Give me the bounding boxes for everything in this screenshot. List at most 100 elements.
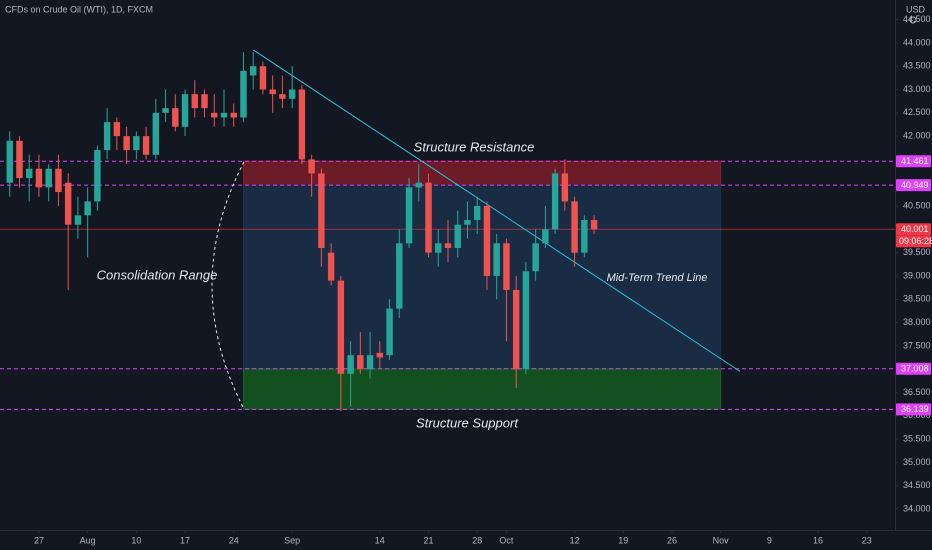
candle-body (347, 355, 354, 374)
annotation: Structure Support (416, 415, 519, 430)
y-tick-label: 36.500 (903, 387, 931, 397)
candle-body (425, 182, 432, 253)
candle-body (142, 136, 150, 155)
y-tick-label: 35.000 (903, 457, 931, 467)
candle-body (74, 215, 82, 225)
x-tick-label: 16 (813, 535, 823, 545)
candle-body (16, 140, 23, 179)
x-tick-label: 14 (375, 535, 385, 545)
last-price-box (896, 223, 931, 236)
y-tick-label: 34.500 (903, 480, 931, 490)
level-box (896, 155, 931, 168)
candle-body (94, 150, 101, 202)
candle-body (308, 159, 315, 174)
candle-body (532, 243, 539, 272)
x-tick-label: 21 (424, 535, 434, 545)
y-tick-label: 44.500 (903, 14, 931, 24)
candle-body (123, 136, 130, 151)
y-tick-label: 38.500 (903, 294, 931, 304)
range-arc (211, 161, 245, 410)
x-tick-label: Nov (713, 535, 730, 545)
candle-body (435, 243, 442, 253)
x-tick-label: 17 (180, 535, 190, 545)
candle-body (473, 206, 481, 221)
candle-body (337, 280, 345, 374)
candle-body (113, 122, 121, 137)
x-tick-label: 24 (229, 535, 239, 545)
annotation: Mid-Term Trend Line (607, 272, 708, 284)
candles (6, 52, 598, 412)
zones (242, 160, 722, 410)
candle-body (201, 94, 208, 109)
candle-body (279, 94, 286, 99)
candle-body (103, 122, 111, 151)
candle-body (357, 355, 364, 370)
y-tick-label: 44.000 (903, 37, 931, 47)
level-label: 37.008 (901, 364, 929, 374)
zone (242, 160, 722, 186)
countdown-label: 09:06:28 (899, 236, 932, 246)
candle-body (191, 94, 198, 109)
candle-body (259, 66, 267, 90)
candle-body (522, 271, 530, 370)
candle-body (220, 112, 228, 118)
currency-label: USD (906, 4, 926, 14)
x-tick-label: 26 (667, 535, 677, 545)
level-label: 36.139 (901, 404, 929, 414)
candle-body (454, 224, 461, 248)
candle-body (376, 352, 384, 358)
x-tick-label: 23 (862, 535, 872, 545)
candle-body (133, 136, 140, 151)
candle-body (181, 94, 189, 127)
settings-icon[interactable] (909, 16, 917, 24)
candle-body (493, 243, 500, 276)
candle-body (415, 182, 422, 188)
last-price-label: 40.001 (901, 224, 929, 234)
countdown-box (896, 235, 931, 248)
candle-body (571, 201, 578, 253)
level-label: 41.461 (901, 156, 929, 166)
chart-title: CFDs on Crude Oil (WTI), 1D, FXCM (5, 4, 153, 14)
candle-body (172, 108, 179, 127)
candle-body (542, 229, 549, 244)
candle-body (396, 243, 403, 309)
y-tick-label: 42.500 (903, 107, 931, 117)
y-tick-label: 37.500 (903, 340, 931, 350)
level-box (896, 362, 931, 375)
candle-body (464, 220, 471, 225)
candle-body (366, 355, 374, 370)
candle-body (503, 243, 510, 290)
candle-body (327, 252, 335, 281)
candle-body (581, 220, 588, 253)
trend-line (252, 49, 741, 372)
x-tick-label: Oct (499, 535, 514, 545)
x-tick-label: 9 (767, 535, 772, 545)
level-label: 40.949 (901, 180, 929, 190)
x-tick-label: 27 (34, 535, 44, 545)
y-tick-label: 39.000 (903, 270, 931, 280)
candle-body (288, 89, 296, 99)
candle-body (561, 173, 569, 202)
candle-body (45, 168, 52, 188)
annotation: Consolidation Range (97, 267, 218, 282)
x-tick-label: 28 (472, 535, 482, 545)
y-tick-label: 38.000 (903, 317, 931, 327)
annotation: Structure Resistance (414, 139, 535, 154)
candle-body (512, 289, 520, 370)
candle-body (444, 243, 452, 248)
x-tick-label: 10 (131, 535, 141, 545)
level-box (896, 179, 931, 192)
candle-body (230, 112, 237, 118)
candle-body (84, 201, 91, 216)
candle-body (26, 168, 33, 179)
candle-body (590, 220, 598, 230)
candle-body (405, 187, 413, 244)
y-tick-label: 35.500 (903, 433, 931, 443)
y-tick-label: 43.500 (903, 61, 931, 71)
y-tick-label: 42.000 (903, 130, 931, 140)
x-tick-label: 12 (570, 535, 580, 545)
candle-body (35, 168, 43, 188)
candle-body (298, 89, 306, 160)
candle-body (211, 112, 218, 118)
axes: 44.500 44.000 43.500 43.000 42.500 42.000 40.5… (34, 14, 932, 545)
